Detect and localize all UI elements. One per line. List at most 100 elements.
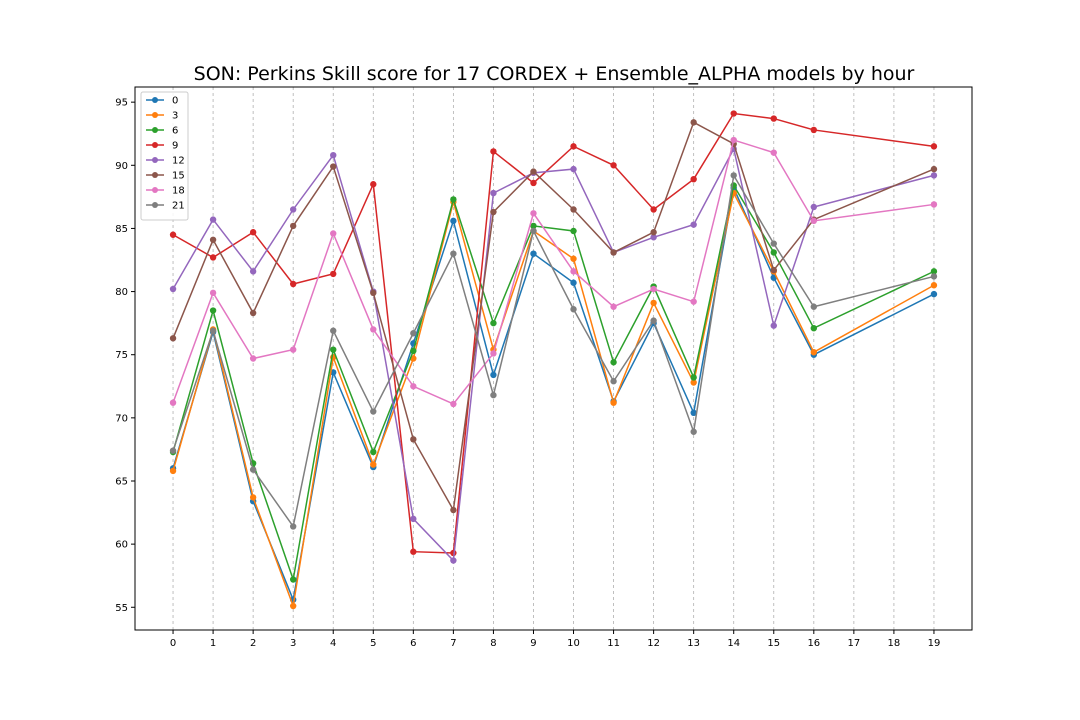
data-point [370,326,377,333]
data-point [450,250,457,257]
series-18 [169,136,938,408]
data-point [650,229,657,236]
data-point [530,210,537,217]
plot-frame [134,86,973,631]
data-point [690,379,697,386]
data-point [370,448,377,456]
data-point [169,467,177,475]
data-point [330,327,337,334]
data-point [930,268,938,275]
data-point [169,285,177,293]
data-point [650,317,657,324]
legend-label: 6 [172,126,178,137]
legend-label: 3 [172,111,178,122]
data-point [530,227,537,235]
data-point [249,268,257,275]
data-point [690,175,697,183]
x-tick-label: 18 [888,638,901,649]
data-point [770,149,777,156]
data-point [530,250,537,257]
data-point [249,309,257,317]
data-point [330,151,337,159]
data-point [490,371,497,379]
data-point [610,162,617,169]
data-point [249,355,257,362]
x-tick-label: 16 [807,638,820,649]
series-12 [169,145,938,564]
data-point [610,378,617,385]
data-point [370,408,377,415]
series-line [172,139,935,405]
data-point [570,306,577,313]
legend-label: 9 [172,141,178,152]
data-point [570,206,577,213]
data-point [570,279,577,286]
series-0 [169,184,938,603]
legend-entry: 21 [146,201,185,212]
legend-entry: 18 [146,186,185,197]
data-point [249,229,257,236]
data-point [610,399,617,406]
legend-marker [152,187,158,193]
data-point [610,249,617,256]
x-tick-label: 10 [567,638,580,649]
legend-entry: 0 [146,96,178,107]
data-point [610,359,617,366]
data-point [650,234,657,241]
legend-label: 18 [172,186,185,197]
x-tick-label: 6 [410,638,416,649]
data-point [770,249,777,256]
data-point [410,515,417,523]
data-point [690,409,697,416]
x-tick-label: 3 [290,638,296,649]
data-point [209,307,217,314]
data-point [690,119,697,126]
data-point [169,447,177,454]
data-point [490,208,497,216]
data-point [450,557,457,564]
data-point [650,285,657,293]
series-15 [169,119,938,514]
data-point [730,110,737,117]
legend-entry: 3 [146,111,178,122]
data-point [570,227,577,235]
y-tick-label: 55 [115,603,128,614]
legend-entry: 6 [146,126,178,137]
legend-marker [152,157,158,163]
x-tick-label: 17 [847,638,860,649]
data-point [650,206,657,213]
y-tick-label: 85 [115,224,128,235]
x-tick-label: 8 [490,638,496,649]
data-point [209,254,217,261]
data-point [370,461,377,468]
data-point [930,165,938,173]
data-point [209,236,217,243]
data-point [410,347,417,355]
x-tick-label: 11 [607,638,620,649]
y-tick-label: 75 [115,350,128,361]
data-point [289,280,297,288]
data-point [450,217,457,225]
data-point [730,172,737,179]
data-point [810,203,818,211]
data-point [330,270,337,278]
data-point [450,506,457,514]
data-point [289,602,297,610]
y-tick-label: 90 [115,161,128,172]
data-point [289,576,297,583]
series-line [172,146,935,563]
data-point [289,206,297,213]
data-point [810,303,818,310]
legend-label: 15 [172,171,185,182]
legend: 0 3 6 9 12 15 18 21 [140,91,189,221]
legend-entry: 15 [146,171,185,182]
data-point [690,221,697,228]
legend-marker [152,127,158,133]
data-point [930,143,938,150]
data-point [690,374,697,381]
data-point [289,222,297,230]
data-point [930,282,938,289]
x-tick-label: 19 [928,638,941,649]
